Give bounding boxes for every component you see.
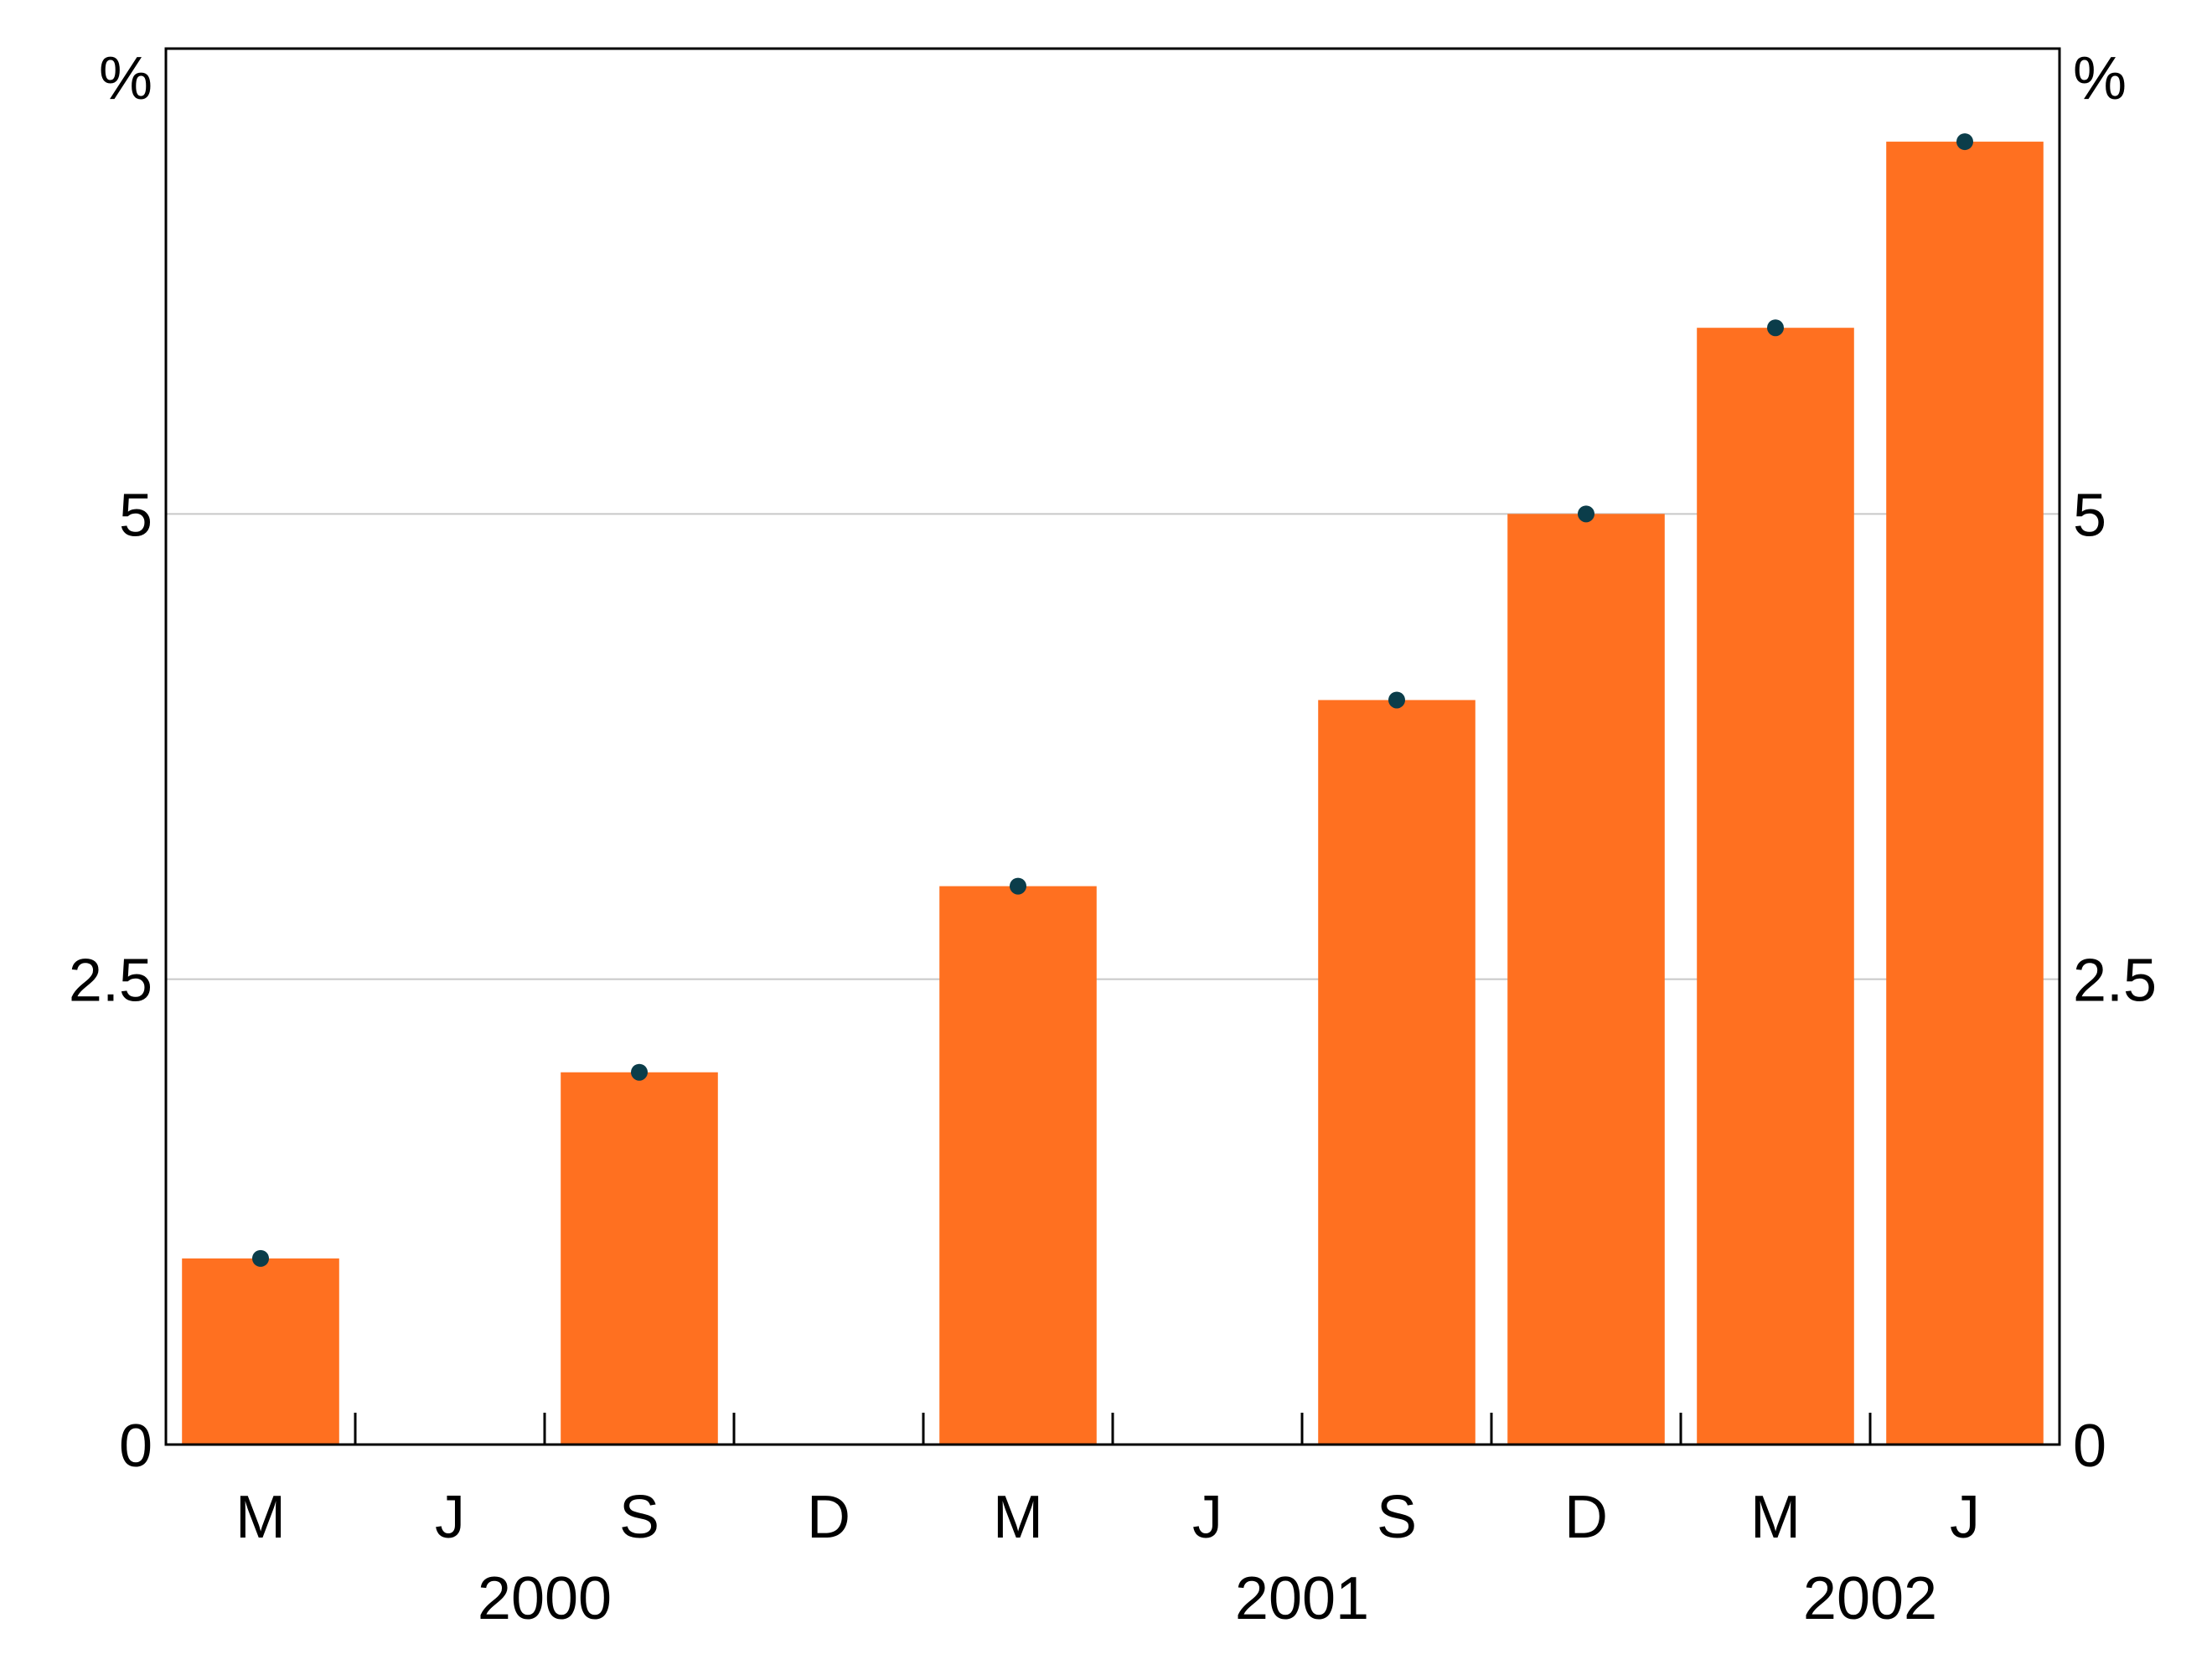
x-tick-label: D bbox=[1564, 1484, 1608, 1551]
year-label: 2002 bbox=[1803, 1565, 1937, 1632]
bar bbox=[939, 886, 1097, 1445]
bar bbox=[1318, 700, 1476, 1445]
data-point bbox=[1578, 505, 1594, 523]
bar bbox=[1886, 142, 2044, 1445]
data-point bbox=[1956, 133, 1973, 151]
y-unit-label-left: % bbox=[99, 45, 152, 112]
markers bbox=[252, 133, 1973, 1267]
bar bbox=[182, 1258, 339, 1445]
x-tick-label: M bbox=[993, 1484, 1043, 1551]
x-tick-label: S bbox=[1377, 1484, 1417, 1551]
y-tick-label-left: 0 bbox=[119, 1413, 152, 1480]
x-tick-label: S bbox=[619, 1484, 659, 1551]
data-point bbox=[1388, 691, 1405, 709]
year-label: 2001 bbox=[1235, 1565, 1369, 1632]
year-label: 2000 bbox=[478, 1565, 612, 1632]
x-tick-label: D bbox=[807, 1484, 850, 1551]
y-tick-label-left: 2.5 bbox=[69, 948, 152, 1015]
bar bbox=[1697, 328, 1854, 1445]
x-tick-label: J bbox=[1950, 1484, 1980, 1551]
y-tick-label-left: 5 bbox=[119, 482, 152, 549]
x-tick-label: M bbox=[1750, 1484, 1801, 1551]
data-point bbox=[1010, 877, 1026, 895]
y-tick-label-right: 0 bbox=[2073, 1413, 2106, 1480]
data-point bbox=[1767, 319, 1784, 337]
y-unit-label-right: % bbox=[2073, 45, 2127, 112]
data-point bbox=[252, 1249, 269, 1267]
data-point bbox=[631, 1063, 648, 1081]
axes bbox=[164, 47, 2061, 1446]
x-tick-label: J bbox=[1192, 1484, 1222, 1551]
bars bbox=[182, 142, 2044, 1445]
bar bbox=[561, 1072, 718, 1445]
y-tick-label-right: 5 bbox=[2073, 482, 2106, 549]
bar bbox=[1507, 514, 1665, 1445]
y-tick-label-right: 2.5 bbox=[2073, 948, 2157, 1015]
x-tick-label: J bbox=[435, 1484, 465, 1551]
x-tick-label: M bbox=[235, 1484, 286, 1551]
